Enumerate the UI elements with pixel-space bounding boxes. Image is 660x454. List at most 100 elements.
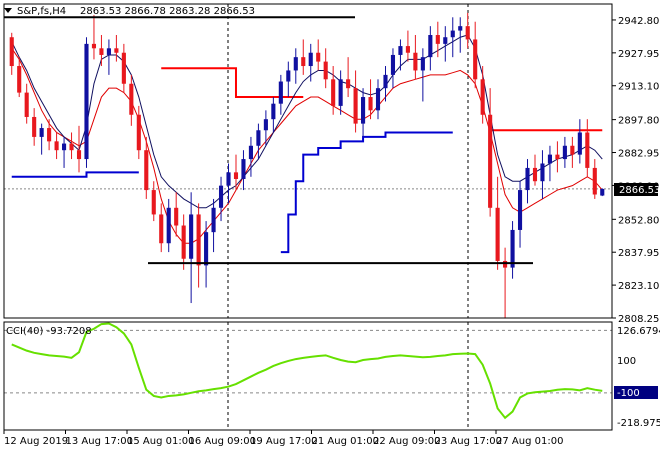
price-tick-label: 2808.25 [618,314,659,325]
candle-body-down [174,207,179,226]
cci-line [11,322,603,420]
time-tick-label: 21 Aug 01:00 [312,436,379,447]
candle-body-down [503,260,508,268]
time-tick-label: 27 Aug 01:00 [496,436,563,447]
main-panel-frame [3,3,613,319]
candle-body-down [114,48,119,53]
candle-body-down [144,150,149,191]
candle-body-up [510,229,515,268]
candle-body-up [256,130,261,146]
price-tick-label: 2837.95 [618,248,659,259]
candle-body-up [293,57,298,71]
candle-body-down [159,214,164,244]
cci-label: CCI(40) -93.7208 [6,326,92,337]
candle-body-down [32,116,37,137]
candle-body-up [286,70,291,82]
cci-scale-max: 126.6794 [617,326,660,337]
candle-body-down [69,143,74,151]
cci-level-tag [614,386,658,399]
candle-body-up [166,207,171,244]
candle-body-up [39,128,44,137]
candle-body-up [443,37,448,44]
time-tick-label: 22 Aug 09:00 [373,436,440,447]
candle-body-up [361,97,366,124]
candle-body-down [465,26,470,40]
price-tick-label: 2942.80 [618,16,659,27]
candle-body-down [47,128,52,142]
candle-body-up [547,154,552,164]
candle-body-up [517,190,523,230]
candle-body-up [577,132,582,155]
candles [9,12,605,319]
candle-body-up [525,167,530,191]
indicator-overlays [11,34,603,254]
candle-body-down [136,114,141,151]
candle-body-down [495,207,500,261]
candle-body-up [84,43,89,160]
candle-body-up [398,46,403,55]
candle-body-up [375,88,381,111]
candle-body-down [353,88,358,124]
candle-body-down [301,57,306,67]
candle-body-down [99,48,104,55]
price-tick-label: 2897.80 [618,116,659,127]
time-tick-label: 23 Aug 17:00 [435,436,502,447]
candle-body-down [585,132,590,168]
candle-body-down [316,52,321,62]
candle-body-down [76,150,82,160]
cci-scale-minus-100: -100 [617,388,640,399]
candle-body-down [592,167,597,195]
candle-body-down [323,61,328,80]
candle-body-down [91,43,97,49]
candle-body-down [480,79,485,115]
candle-body-down [532,167,538,182]
candle-body-up [271,103,276,120]
candle-body-down [233,172,239,179]
candle-body-down [181,225,186,259]
candle-body-up [189,214,194,259]
candle-body-up [226,172,231,186]
candle-body-up [420,57,425,71]
candle-body-up [204,232,209,266]
candle-body-down [151,190,156,215]
symbol-info: S&P,fs,H4 [17,6,66,17]
reference-lines [4,16,533,265]
candle-body-up [383,74,388,89]
price-tick-label: 2852.80 [618,215,659,226]
cci-panel-frame [3,321,613,431]
candle-body-up [450,30,455,38]
ohlc-readout: 2863.53 2866.78 2863.28 2866.53 [80,6,255,17]
cci-scale-100: 100 [617,356,636,367]
dropdown-triangle-icon[interactable] [4,8,12,13]
time-tick-label: 16 Aug 09:00 [189,436,256,447]
candle-body-up [106,48,111,55]
candle-body-down [121,52,126,84]
time-tick-label: 15 Aug 01:00 [127,436,194,447]
candle-body-up [263,119,268,131]
candle-body-up [390,54,396,75]
candle-body-up [241,159,246,179]
candle-body-up [540,163,545,182]
current-price-label: 2866.53 [619,185,660,196]
candle-body-down [413,52,418,71]
grid [4,4,612,430]
candle-body-up [458,26,463,31]
candle-body-down [331,79,336,106]
time-tick-label: 12 Aug 2019 [4,436,68,447]
axes: 2942.802927.952913.102897.802882.952868.… [3,3,659,447]
upper-band-line [161,67,603,132]
candle-body-down [405,46,410,53]
candle-body-up [562,145,567,160]
candle-body-down [555,154,560,160]
candle-body-down [17,66,22,93]
candle-body-down [129,83,134,115]
price-tick-label: 2823.10 [618,281,659,292]
time-tick-label: 13 Aug 17:00 [66,436,133,447]
candle-body-up [308,52,313,67]
candle-body-down [346,79,351,89]
candle-body-up [600,188,605,196]
candle-body-down [473,39,478,80]
